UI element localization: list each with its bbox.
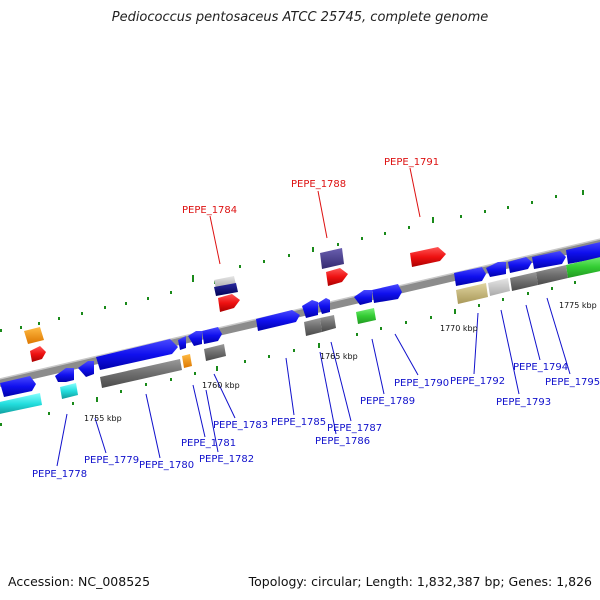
gene-label[interactable]: PEPE_1783 — [213, 420, 268, 431]
gene-label[interactable]: PEPE_1787 — [327, 423, 382, 434]
gene-glyph-blue-f[interactable] — [202, 327, 222, 344]
gene-glyph-red-small[interactable] — [30, 346, 46, 362]
scale-label-1760: 1760 kbp — [202, 381, 240, 390]
gene-label[interactable]: PEPE_1781 — [181, 438, 236, 449]
gene-glyph-blue-m[interactable] — [566, 241, 600, 264]
accession-text: Accession: NC_008525 — [8, 574, 151, 589]
gene-glyph-pepe-1793[interactable] — [488, 278, 510, 296]
gene-glyph-pepe-1785[interactable] — [256, 310, 300, 331]
gene-glyph-blue-g[interactable] — [302, 300, 318, 318]
gene-glyph-orange-small[interactable] — [24, 327, 44, 344]
scale-ticks — [0, 190, 584, 426]
gene-label[interactable]: PEPE_1795 — [545, 377, 600, 388]
gene-label[interactable]: PEPE_1778 — [32, 469, 87, 480]
gene-glyph-pepe-1792[interactable] — [456, 283, 488, 304]
genome-summary-text: Topology: circular; Length: 1,832,387 bp… — [248, 574, 592, 589]
gene-glyph-blue-a[interactable] — [0, 376, 36, 397]
gene-glyph-pepe-1780[interactable] — [100, 359, 182, 388]
gene-label[interactable]: PEPE_1785 — [271, 417, 326, 428]
gene-labels: PEPE_1778 PEPE_1779 PEPE_1780 PEPE_1781 … — [32, 157, 600, 480]
gene-label[interactable]: PEPE_1793 — [496, 397, 551, 408]
gene-glyph-red-1788[interactable] — [326, 268, 348, 286]
gene-label[interactable]: PEPE_1782 — [199, 454, 254, 465]
gene-glyph-pepe-1786[interactable] — [304, 318, 322, 336]
gene-glyph-pepe-1787[interactable] — [320, 315, 336, 332]
gene-glyph-pepe-1778[interactable] — [60, 383, 78, 399]
gene-glyph-pepe-1794[interactable] — [510, 272, 538, 291]
gene-glyph-pepe-1788[interactable] — [320, 248, 344, 269]
gene-glyph-pepe-1795[interactable] — [536, 265, 568, 285]
gene-glyph-pepe-1790[interactable] — [372, 284, 402, 303]
gene-label[interactable]: PEPE_1779 — [84, 455, 139, 466]
scale-labels: 1755 kbp 1760 kbp 1765 kbp 1770 kbp 1775… — [84, 301, 597, 423]
gene-label[interactable]: PEPE_1788 — [291, 179, 346, 190]
gene-glyph-blue-d[interactable] — [178, 336, 186, 350]
gene-glyph-cyan-strip[interactable] — [0, 393, 42, 415]
gene-glyph-pepe-1784-mid[interactable] — [214, 283, 238, 296]
gene-glyph-pepe-1791[interactable] — [410, 247, 446, 267]
gene-glyph-blue-l[interactable] — [532, 251, 566, 269]
gene-label[interactable]: PEPE_1790 — [394, 378, 449, 389]
scale-label-1755: 1755 kbp — [84, 414, 122, 423]
gene-label[interactable]: PEPE_1780 — [139, 460, 194, 471]
gene-glyph-blue-e[interactable] — [188, 331, 202, 346]
gene-label[interactable]: PEPE_1792 — [450, 376, 505, 387]
gene-glyph-blue-k[interactable] — [508, 257, 532, 273]
gene-label[interactable]: PEPE_1794 — [513, 362, 568, 373]
gene-glyph-pepe-1781[interactable] — [182, 354, 192, 368]
gene-glyph-pepe-1792-a[interactable] — [454, 267, 486, 286]
gene-glyph-pepe-1779[interactable] — [96, 339, 178, 370]
gene-label[interactable]: PEPE_1786 — [315, 436, 370, 447]
scale-label-1765: 1765 kbp — [320, 352, 358, 361]
gene-label[interactable]: PEPE_1789 — [360, 396, 415, 407]
leader-lines — [56, 167, 571, 467]
gene-glyph-blue-b[interactable] — [55, 368, 74, 382]
gene-glyph-pepe-1789[interactable] — [356, 308, 376, 324]
gene-glyph-blue-h[interactable] — [318, 298, 330, 314]
gene-glyph-blue-j[interactable] — [486, 262, 506, 277]
scale-label-1775: 1775 kbp — [559, 301, 597, 310]
gene-label[interactable]: PEPE_1784 — [182, 205, 237, 216]
gene-glyph-green-end[interactable] — [566, 256, 600, 278]
gene-label[interactable]: PEPE_1791 — [384, 157, 439, 168]
scale-label-1770: 1770 kbp — [440, 324, 478, 333]
gene-glyph-blue-i[interactable] — [354, 290, 372, 305]
map-title: Pediococcus pentosaceus ATCC 25745, comp… — [111, 10, 489, 25]
gene-glyph-pepe-1784[interactable] — [218, 294, 240, 312]
gene-glyph-blue-c[interactable] — [78, 361, 94, 377]
gene-glyph-pepe-1782[interactable] — [204, 344, 226, 361]
